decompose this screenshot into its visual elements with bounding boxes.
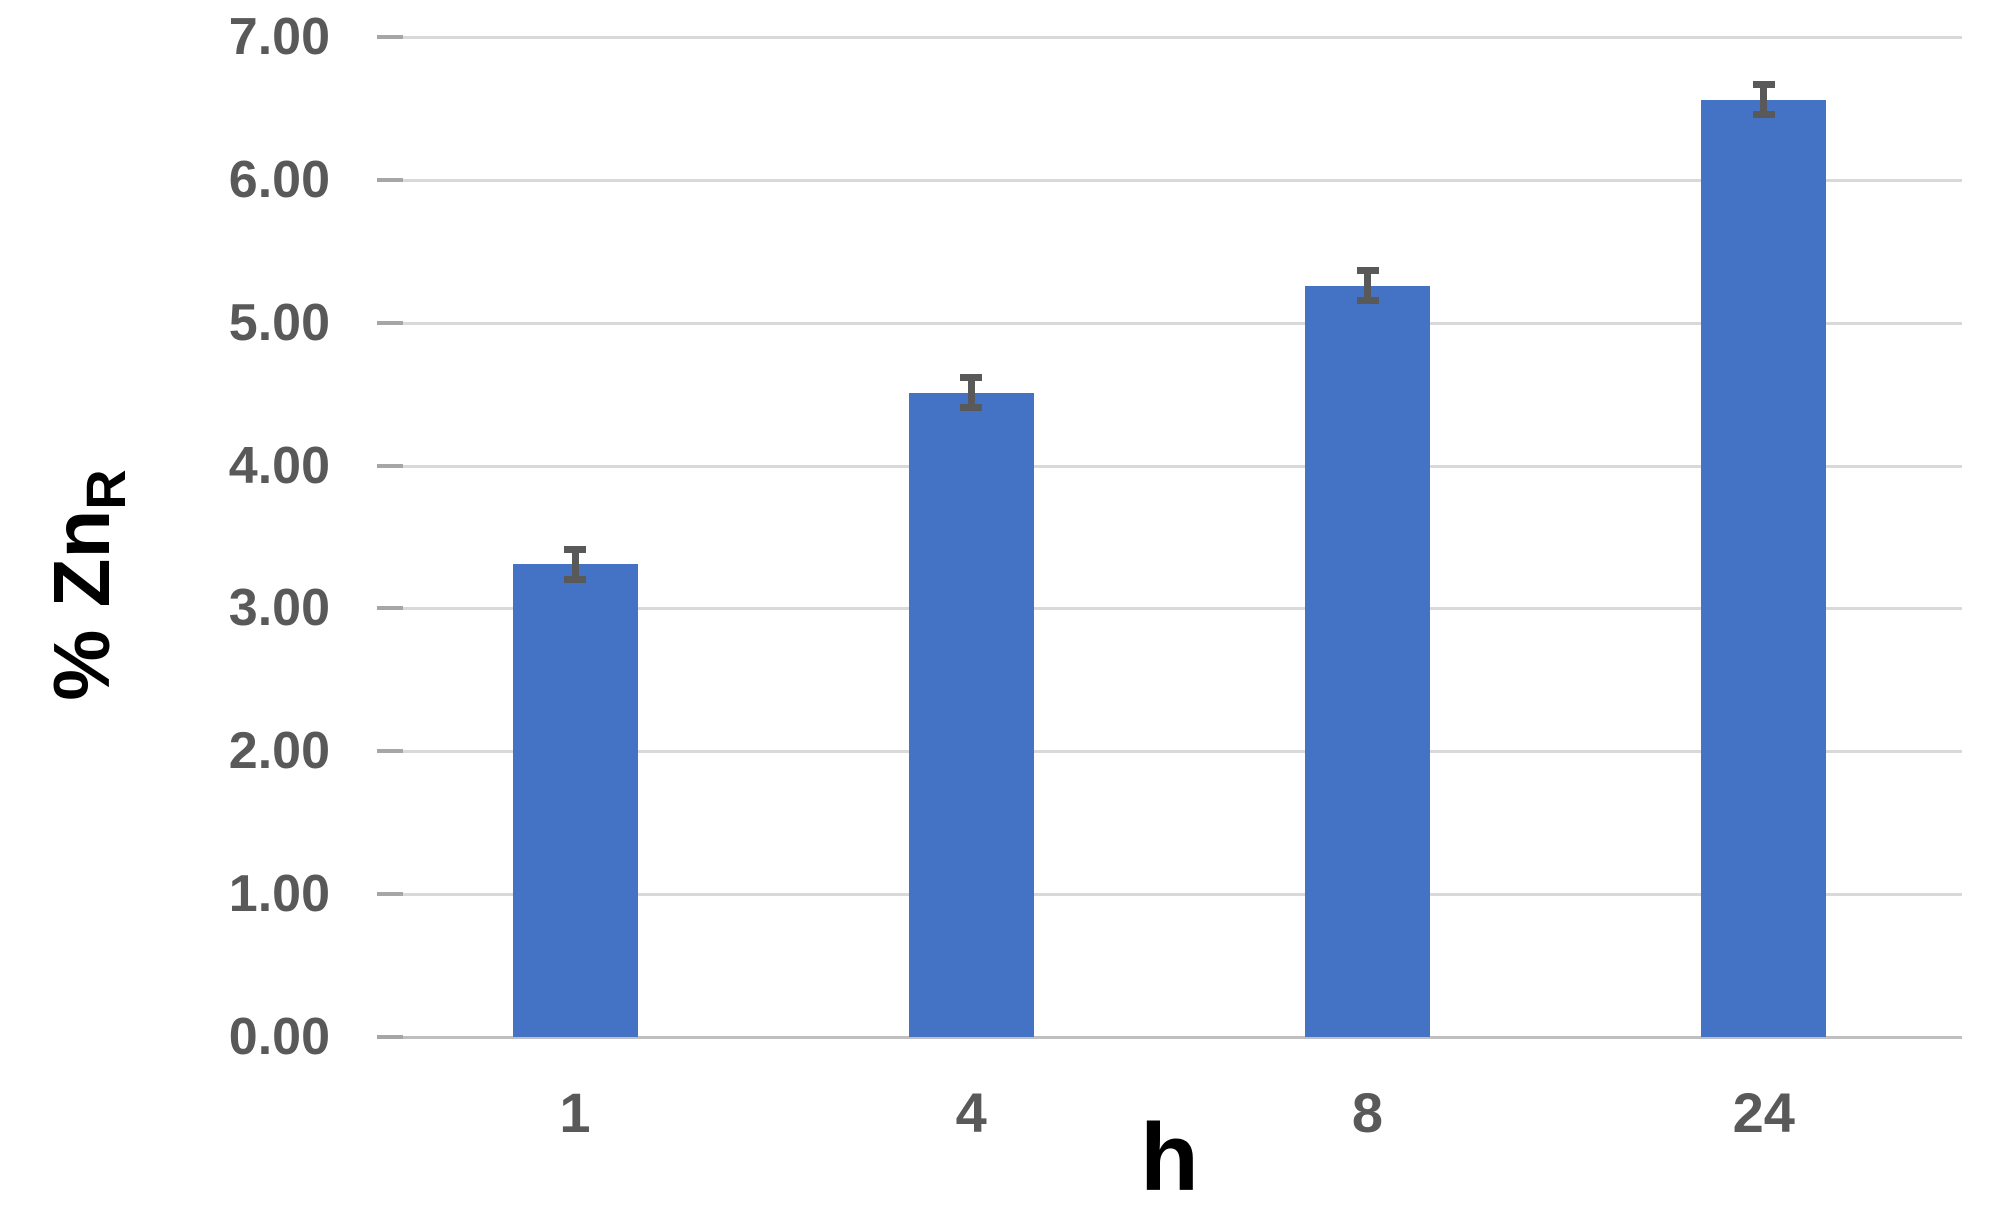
gridline	[377, 179, 1962, 182]
error-bar-stem	[1364, 267, 1372, 305]
y-tick-label: 4.00	[228, 436, 330, 495]
x-tick-label-4: 4	[955, 1081, 987, 1144]
error-bar-bottom-cap	[960, 404, 983, 412]
y-axis-tick-mark	[377, 464, 403, 468]
y-axis-tick-mark	[377, 892, 403, 896]
plot-area	[377, 35, 1962, 1039]
bar-4h	[908, 392, 1034, 1037]
error-bar-stem	[571, 545, 579, 583]
gridline	[377, 893, 1962, 896]
error-bar-bottom-cap	[564, 575, 587, 583]
y-axis-tick-mark	[377, 35, 403, 39]
y-axis-tick-mark	[377, 321, 403, 325]
error-bar-bottom-cap	[1752, 111, 1775, 119]
y-axis-tick-mark	[377, 606, 403, 610]
bar-8h	[1305, 285, 1431, 1037]
y-tick-label: 0.00	[228, 1008, 330, 1066]
gridline	[377, 465, 1962, 468]
error-bar-top-cap	[564, 545, 587, 553]
y-tick-label: 7.00	[228, 8, 330, 66]
x-tick-label-1: 1	[559, 1081, 591, 1144]
y-tick-label: 6.00	[228, 150, 330, 209]
error-bar-bottom-cap	[1356, 297, 1379, 305]
y-axis-title-text: % Zn	[37, 509, 126, 701]
bar-1h	[512, 564, 638, 1037]
gridline	[377, 36, 1962, 39]
gridline	[377, 750, 1962, 753]
x-axis-line	[377, 1036, 1962, 1039]
error-bar-stem	[967, 374, 975, 412]
error-bar-stem	[1760, 81, 1768, 119]
x-tick-label-8: 8	[1351, 1081, 1384, 1144]
y-tick-label: 1.00	[228, 865, 330, 924]
bar-24h	[1701, 99, 1827, 1037]
x-tick-label-24: 24	[1732, 1081, 1795, 1144]
x-axis-title: h	[1140, 1104, 1199, 1211]
error-bar-top-cap	[1752, 81, 1775, 89]
gridline	[377, 322, 1962, 325]
y-axis-tick-mark	[377, 1035, 403, 1039]
gridline	[377, 607, 1962, 610]
y-tick-label: 5.00	[228, 293, 330, 352]
y-tick-label: 2.00	[228, 722, 330, 781]
error-bar-top-cap	[1356, 267, 1379, 274]
error-bar-top-cap	[960, 374, 983, 382]
y-axis-tick-mark	[377, 749, 403, 753]
y-tick-label: 3.00	[228, 579, 330, 638]
y-axis-tick-mark	[377, 178, 403, 182]
